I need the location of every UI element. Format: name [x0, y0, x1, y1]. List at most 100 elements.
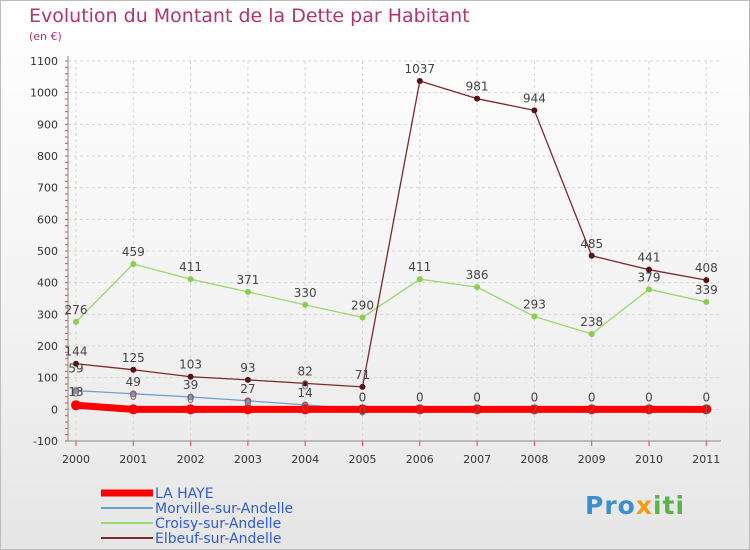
- data-label: 981: [466, 80, 489, 94]
- data-point-croisy-sur-andelle: [474, 284, 481, 291]
- data-point-la-haye: [300, 404, 311, 415]
- logo-part-1: Pro: [585, 491, 636, 520]
- data-label-overlap: 0: [187, 392, 195, 406]
- data-label: 485: [580, 237, 603, 251]
- data-label: 0: [473, 390, 481, 404]
- data-label: 371: [236, 273, 259, 287]
- data-point-elbeuf-sur-andelle: [588, 252, 595, 259]
- data-point-elbeuf-sur-andelle: [73, 360, 79, 367]
- data-label: 330: [294, 286, 317, 300]
- data-label: 0: [588, 390, 596, 404]
- data-point-croisy-sur-andelle: [531, 313, 538, 320]
- data-label: 93: [240, 361, 255, 375]
- data-point-elbeuf-sur-andelle: [474, 95, 481, 102]
- y-tick-label: 1000: [30, 87, 58, 100]
- data-point-croisy-sur-andelle: [187, 276, 194, 283]
- data-point-croisy-sur-andelle: [416, 276, 423, 283]
- data-label-overlap: 0: [244, 396, 252, 410]
- x-tick-label: 2003: [234, 453, 262, 466]
- data-label: 82: [298, 364, 313, 378]
- data-label: 13: [68, 385, 83, 399]
- data-label: 1037: [405, 62, 436, 76]
- y-tick-label: 100: [37, 372, 58, 385]
- data-label: 14: [298, 386, 313, 400]
- data-label: 293: [523, 298, 546, 312]
- data-label-overlap: 0: [301, 400, 309, 414]
- data-point-elbeuf-sur-andelle: [359, 383, 366, 390]
- data-point-la-haye: [472, 404, 483, 415]
- y-tick-label: 600: [37, 213, 58, 226]
- data-label: 0: [702, 390, 710, 404]
- y-tick-label: 500: [37, 245, 58, 258]
- data-point-morville-sur-andelle: [129, 390, 137, 398]
- x-tick-label: 2002: [177, 453, 205, 466]
- logo-part-3: iti: [652, 491, 686, 520]
- x-tick-label: 2007: [463, 453, 491, 466]
- x-tick-label: 2000: [62, 453, 90, 466]
- data-label: 459: [122, 245, 145, 259]
- series-line-elbeuf-sur-andelle: [75, 80, 707, 388]
- series-line-la-haye: [72, 401, 710, 413]
- y-tick-label: 200: [37, 340, 58, 353]
- legend-label-morville-sur-andelle: Morville-sur-Andelle: [155, 501, 293, 517]
- data-label: 290: [351, 299, 374, 313]
- data-point-croisy-sur-andelle: [130, 260, 137, 267]
- data-label: 59: [68, 362, 83, 376]
- y-tick-label: 700: [37, 182, 58, 195]
- data-label: 441: [638, 251, 661, 265]
- data-label: 125: [122, 351, 145, 365]
- x-tick-label: 2004: [291, 453, 319, 466]
- x-tick-label: 2009: [578, 453, 606, 466]
- data-label: 276: [65, 303, 88, 317]
- data-label-overlap: 0: [129, 389, 137, 403]
- data-label: 408: [695, 261, 718, 275]
- data-label: 379: [638, 270, 661, 284]
- y-tick-label: 300: [37, 308, 58, 321]
- data-point-croisy-sur-andelle: [302, 301, 309, 308]
- data-label-overlap: 2: [473, 402, 481, 416]
- data-point-la-haye: [71, 400, 81, 411]
- data-label: 0: [645, 390, 653, 404]
- x-tick-label: 2001: [119, 453, 147, 466]
- data-label: 238: [580, 315, 603, 329]
- series-line-croisy-sur-andelle: [75, 263, 707, 335]
- data-point-croisy-sur-andelle: [646, 286, 652, 293]
- proxiti-logo: Proxiti: [585, 491, 685, 520]
- data-point-la-haye: [185, 404, 196, 415]
- data-point-elbeuf-sur-andelle: [187, 373, 194, 380]
- x-tick-label: 2008: [520, 453, 548, 466]
- data-label: 144: [65, 345, 88, 359]
- data-label: 103: [179, 358, 202, 372]
- data-label-overlap: 0: [359, 404, 367, 418]
- data-label-overlap: 2: [588, 402, 596, 416]
- y-tick-label: 900: [37, 118, 58, 131]
- data-point-croisy-sur-andelle: [703, 298, 710, 305]
- data-point-elbeuf-sur-andelle: [416, 77, 423, 84]
- data-point-morville-sur-andelle: [244, 397, 252, 405]
- data-label: 0: [416, 390, 424, 404]
- data-point-croisy-sur-andelle: [244, 288, 251, 295]
- data-point-la-haye: [701, 404, 712, 415]
- data-label: 386: [466, 268, 489, 282]
- y-tick-label: 400: [37, 277, 58, 290]
- data-label-overlap: 2: [416, 402, 424, 416]
- data-label: 39: [183, 378, 198, 392]
- data-point-elbeuf-sur-andelle: [130, 366, 137, 373]
- data-point-la-haye: [644, 404, 654, 415]
- chart-title: Evolution du Montant de la Dette par Hab…: [29, 5, 470, 27]
- data-point-la-haye: [242, 404, 253, 415]
- y-tick-label: 800: [37, 150, 58, 163]
- data-point-morville-sur-andelle: [187, 393, 195, 401]
- data-point-croisy-sur-andelle: [588, 330, 595, 337]
- data-label-overlap: 0: [301, 378, 309, 392]
- logo-part-2: x: [635, 491, 653, 520]
- data-point-la-haye: [128, 404, 139, 415]
- data-label: 71: [355, 368, 370, 382]
- data-label-overlap: 2: [531, 402, 539, 416]
- data-point-elbeuf-sur-andelle: [531, 107, 538, 114]
- data-label: 0: [531, 390, 539, 404]
- x-tick-label: 2011: [692, 453, 720, 466]
- data-label: 339: [695, 283, 718, 297]
- y-tick-label: 1100: [30, 55, 58, 68]
